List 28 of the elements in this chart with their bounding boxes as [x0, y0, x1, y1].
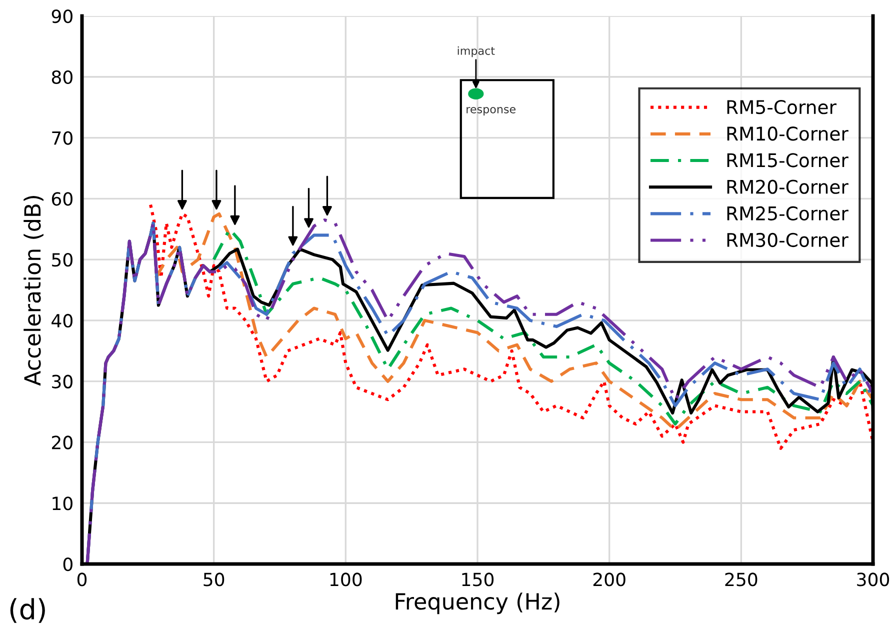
x-axis-title: Frequency (Hz) [396, 592, 560, 614]
y-tick-label: 80 [52, 70, 72, 84]
annotation: response [466, 106, 516, 116]
legend-label: RM10-Corner [727, 126, 848, 141]
y-tick-label: 30 [52, 374, 72, 388]
legend-label: RM25-Corner [727, 206, 848, 220]
text: (d) [10, 598, 45, 623]
x-tick-label: 200 [593, 572, 626, 586]
y-tick-label: 60 [52, 192, 72, 206]
y-tick-label: 90 [52, 9, 72, 24]
x-tick-label: 150 [462, 572, 494, 586]
x-tick-label: 300 [857, 572, 890, 586]
x-tick-label: 100 [330, 572, 362, 586]
y-tick-label: 50 [52, 253, 72, 267]
y-axis-title: Acceleration (dB) [24, 196, 44, 386]
y-tick-label: 20 [52, 436, 72, 450]
legend-label: RM30-Corner [727, 232, 848, 248]
annotation: impact [458, 46, 495, 58]
y-tick-label: 40 [52, 314, 72, 328]
y-tick-label: 0 [63, 557, 72, 572]
x-tick-label: 0 [77, 572, 87, 586]
legend-label: RM20-Corner [727, 180, 848, 194]
x-tick-label: 50 [204, 572, 224, 586]
y-tick-label: 10 [52, 496, 72, 510]
legend-label: RM5-Corner [727, 100, 836, 114]
x-tick-label: 250 [725, 572, 758, 586]
y-tick-label: 70 [52, 131, 72, 145]
legend-label: RM15-Corner [727, 153, 848, 168]
